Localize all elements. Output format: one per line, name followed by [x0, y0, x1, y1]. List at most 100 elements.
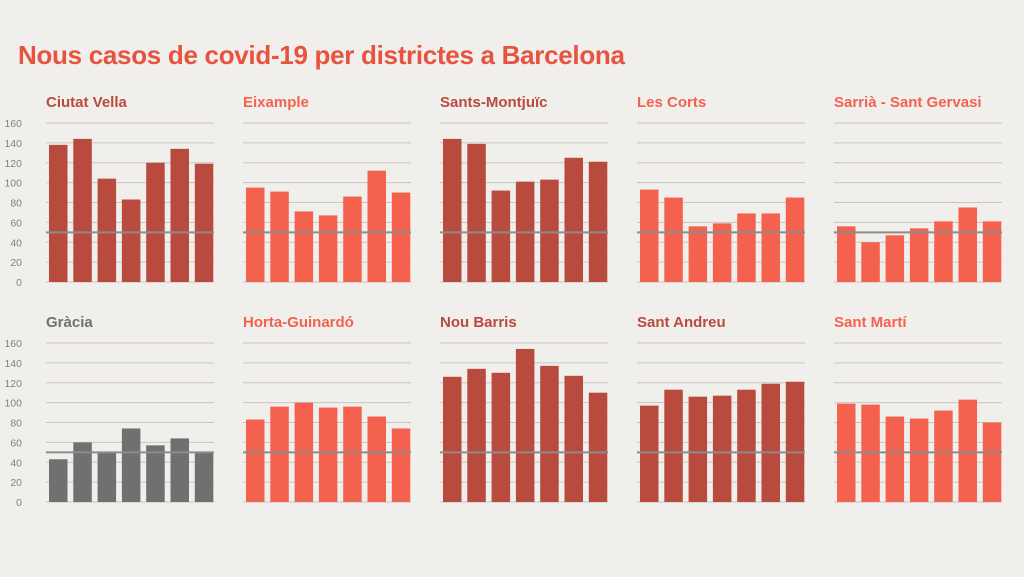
bar-chart: 0 20 40 60 80 100 120 140 160 — [4, 118, 214, 289]
panel-title: Horta-Guinardó — [243, 314, 354, 331]
bar — [909, 418, 929, 502]
bar — [588, 161, 608, 282]
y-tick-label: 160 — [4, 338, 22, 350]
bar — [73, 138, 92, 282]
bar — [540, 179, 559, 282]
bar — [737, 389, 756, 502]
district-panel: Eixample — [243, 94, 423, 304]
bar — [885, 235, 905, 282]
bar — [121, 199, 141, 282]
bar — [564, 375, 583, 502]
panel-title: Gràcia — [46, 314, 93, 331]
y-tick-label: 40 — [10, 457, 22, 469]
y-tick-label: 120 — [4, 378, 22, 390]
bar-chart — [440, 122, 608, 283]
bar — [170, 438, 189, 502]
bar — [664, 197, 683, 282]
bar — [146, 162, 165, 282]
panel-title: Ciutat Vella — [46, 94, 127, 111]
bar — [73, 442, 92, 502]
district-panel: Gràcia 0 20 40 60 80 100 120 140 160 — [4, 314, 226, 524]
bar — [491, 190, 511, 282]
bar — [467, 143, 486, 282]
bar — [443, 138, 462, 282]
bar — [170, 148, 189, 282]
bar — [640, 189, 659, 282]
bar — [737, 213, 756, 282]
bar — [712, 395, 732, 502]
bar — [246, 187, 265, 282]
bar — [958, 207, 977, 282]
y-tick-label: 20 — [10, 257, 22, 269]
y-tick-label: 120 — [4, 158, 22, 170]
bar — [318, 215, 338, 282]
y-tick-label: 100 — [4, 178, 22, 190]
bar — [982, 422, 1002, 502]
bar — [367, 170, 386, 282]
y-tick-label: 100 — [4, 398, 22, 410]
bar — [97, 452, 117, 502]
bar — [246, 419, 265, 502]
bar — [540, 365, 559, 502]
bar — [761, 213, 780, 282]
bar-chart: 0 20 40 60 80 100 120 140 160 — [4, 338, 214, 509]
panel-title: Sant Andreu — [637, 314, 726, 331]
bar — [467, 368, 486, 502]
bar — [688, 226, 708, 282]
bar — [391, 428, 411, 502]
district-panel: Ciutat Vella 0 20 40 60 80 100 120 140 160 — [4, 94, 226, 304]
bar — [515, 348, 535, 502]
panel-title: Nou Barris — [440, 314, 517, 331]
bar-chart — [243, 122, 411, 283]
y-tick-label: 40 — [10, 237, 22, 249]
bar — [982, 221, 1002, 282]
panel-title: Eixample — [243, 94, 309, 111]
bar — [837, 226, 856, 282]
bar — [491, 372, 511, 502]
y-tick-label: 60 — [10, 437, 22, 449]
bar — [391, 192, 411, 282]
bar — [785, 197, 805, 282]
bar — [270, 406, 289, 502]
y-tick-label: 0 — [16, 277, 22, 289]
district-panel: Nou Barris — [440, 314, 620, 524]
bar — [909, 228, 929, 282]
bar — [688, 396, 708, 502]
district-panel: Sant Martí — [834, 314, 1014, 524]
bar — [367, 416, 386, 502]
bar — [958, 399, 977, 502]
panel-title: Sarrià - Sant Gervasi — [834, 94, 982, 111]
panel-title: Sants-Montjuïc — [440, 94, 548, 111]
bar — [785, 381, 805, 502]
bar — [761, 383, 780, 502]
bar — [861, 242, 880, 282]
bar — [318, 407, 338, 502]
bar — [194, 452, 214, 502]
bar — [640, 405, 659, 502]
bar — [588, 392, 608, 502]
bar — [934, 410, 953, 502]
bar-chart — [834, 122, 1002, 283]
district-panel: Sarrià - Sant Gervasi — [834, 94, 1014, 304]
bar — [885, 416, 905, 502]
y-tick-label: 80 — [10, 418, 22, 430]
bar — [97, 178, 117, 282]
y-tick-label: 0 — [16, 497, 22, 509]
bar — [194, 163, 214, 282]
bar — [934, 221, 953, 282]
bar — [121, 428, 141, 502]
y-tick-label: 160 — [4, 118, 22, 130]
bar — [343, 406, 362, 502]
y-tick-label: 140 — [4, 138, 22, 150]
bar-chart — [243, 342, 411, 503]
y-tick-label: 60 — [10, 217, 22, 229]
bar — [712, 223, 732, 282]
panel-title: Sant Martí — [834, 314, 907, 331]
bar — [564, 157, 583, 282]
bar — [49, 144, 68, 282]
bar-chart — [637, 342, 805, 503]
bar — [294, 211, 314, 282]
bar-chart — [834, 342, 1002, 503]
district-panel: Sant Andreu — [637, 314, 817, 524]
bar — [343, 196, 362, 282]
